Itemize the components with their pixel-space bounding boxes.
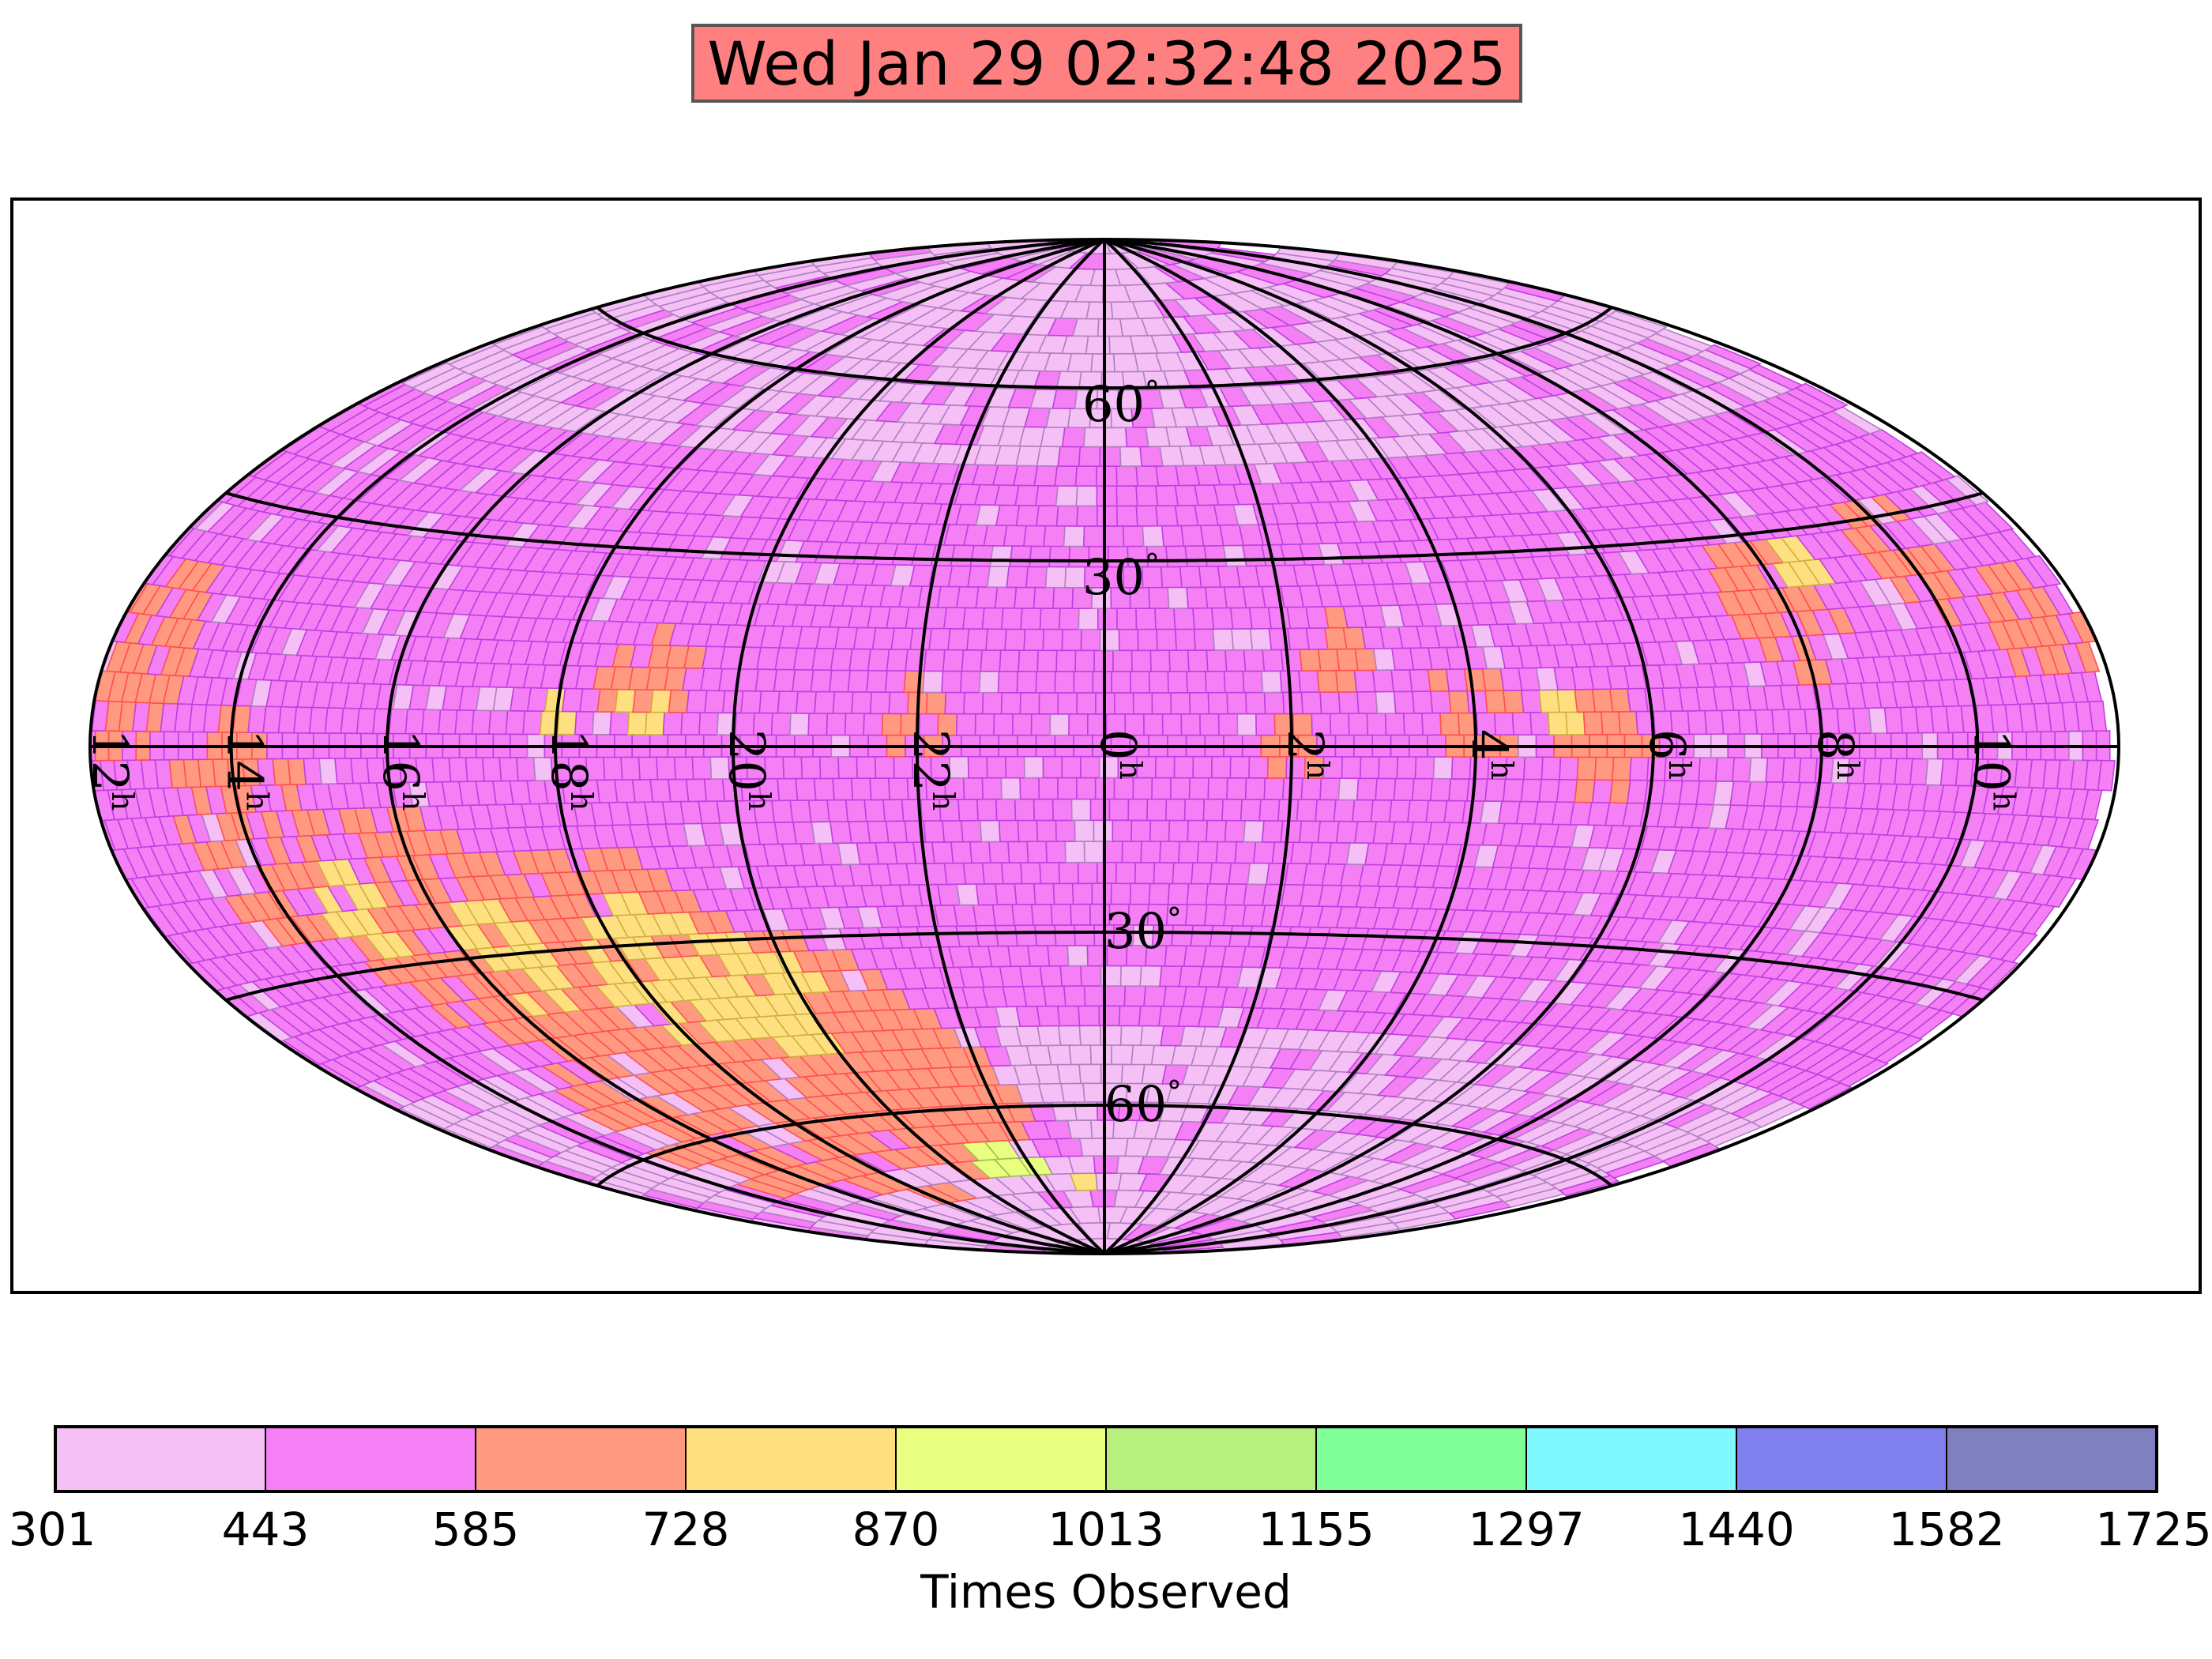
colorbar-tick-label: 870 xyxy=(852,1503,940,1556)
colorbar-tick-label: 1725 xyxy=(2095,1503,2212,1556)
colorbar-tick-label: 1440 xyxy=(1678,1503,1795,1556)
colorbar-bin xyxy=(476,1427,687,1492)
colorbar-bin xyxy=(686,1427,897,1492)
colorbar-bin xyxy=(1316,1427,1527,1492)
colorbar-tick-label: 1013 xyxy=(1048,1503,1164,1556)
colorbar-tick-label: 728 xyxy=(642,1503,730,1556)
colorbar-tick-label: 1155 xyxy=(1258,1503,1375,1556)
sky-map: 12h10h8h6h4h2h0h22h20h18h16h14h60°30°30°… xyxy=(10,198,2202,1294)
colorbar-bin xyxy=(1736,1427,1947,1492)
colorbar-tick-label: 443 xyxy=(222,1503,310,1556)
colorbar-tick-label: 1297 xyxy=(1468,1503,1585,1556)
colorbar-bin xyxy=(896,1427,1107,1492)
colorbar-tick-label: 585 xyxy=(432,1503,520,1556)
colorbar-bin xyxy=(1106,1427,1317,1492)
map-frame xyxy=(10,198,2202,1294)
colorbar-bin xyxy=(1947,1427,2157,1492)
colorbar-bin xyxy=(1526,1427,1737,1492)
colorbar-tick-label: 1582 xyxy=(1888,1503,2005,1556)
colorbar-tick-label: 301 xyxy=(9,1503,96,1556)
colorbar-label: Times Observed xyxy=(920,1565,1292,1619)
sky-tiles xyxy=(89,238,2116,1255)
colorbar-bin xyxy=(55,1427,266,1492)
colorbar-bin xyxy=(265,1427,476,1492)
chart-title: Wed Jan 29 02:32:48 2025 xyxy=(691,24,1522,103)
